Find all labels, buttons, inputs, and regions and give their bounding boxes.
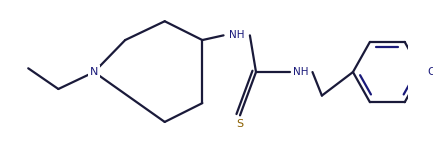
Text: Cl: Cl <box>427 67 433 77</box>
Text: S: S <box>236 119 244 129</box>
Text: NH: NH <box>229 30 245 40</box>
Text: N: N <box>90 67 98 77</box>
Text: NH: NH <box>294 67 309 77</box>
